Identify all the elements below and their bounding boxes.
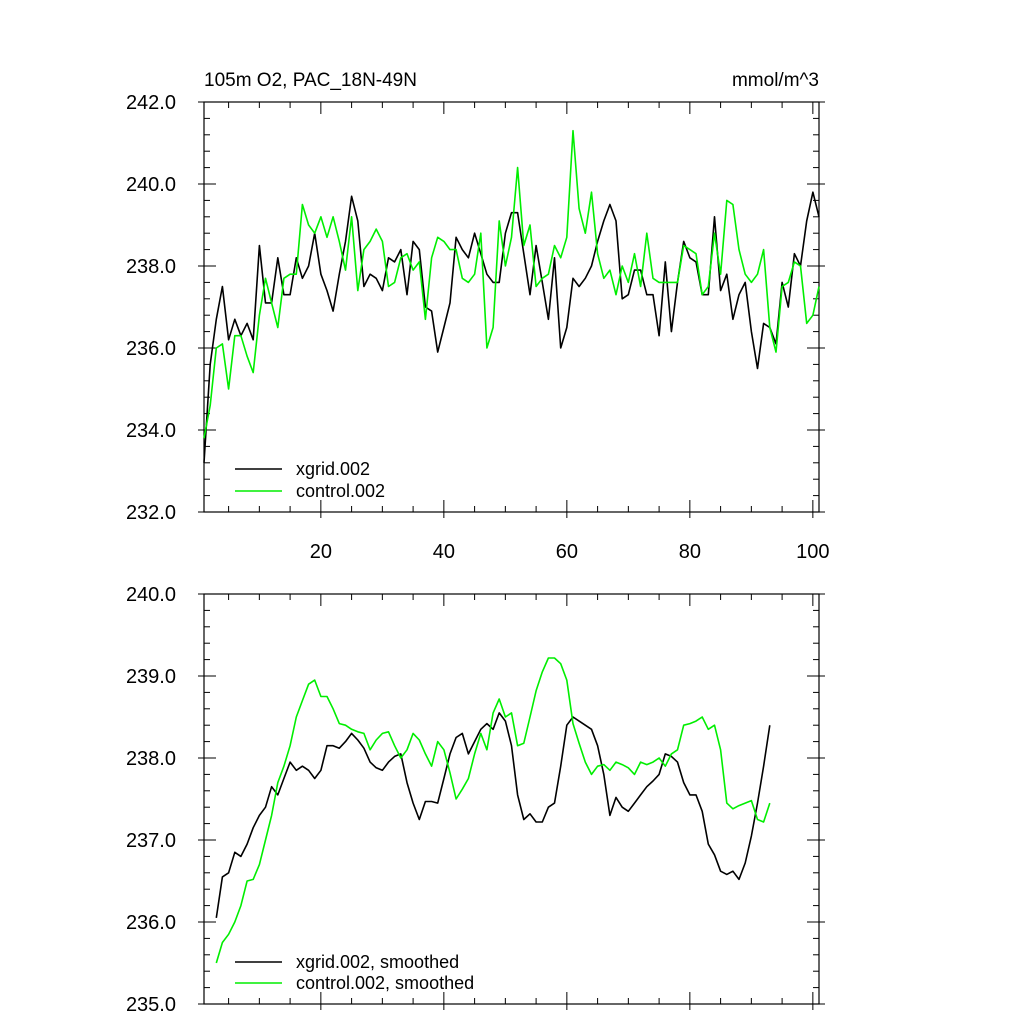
top-ytick-label: 236.0 [126,338,176,360]
bottom-ticks: 235.0 236.0 237.0 238.0 239.0 240.0 [126,584,825,1016]
top-plot-frame [203,101,820,513]
top-panel: 105m O2, PAC_18N-49N mmol/m^3 232.0 234.0… [126,70,830,563]
bottom-ytick-label: 238.0 [126,748,176,770]
bottom-legend: xgrid.002, smoothed control.002, smoothe… [235,952,474,993]
top-xtick-label: 40 [433,541,455,563]
top-ytick-label: 232.0 [126,502,176,524]
bottom-legend-label-control: control.002, smoothed [296,973,474,993]
top-series-line-control [203,129,820,439]
top-legend-label-xgrid: xgrid.002 [296,459,370,479]
bottom-panel: 235.0 236.0 237.0 238.0 239.0 240.0 xgrid.002… [126,584,825,1016]
top-ticks: 232.0 234.0 236.0 238.0 240.0 242.0 20 40 60 80 10… [126,92,830,563]
bottom-series-line-xgrid [215,712,771,919]
bottom-legend-label-xgrid: xgrid.002, smoothed [296,952,459,972]
top-units: mmol/m^3 [732,70,819,91]
bottom-series-line-control [215,657,771,964]
bottom-ytick-label: 235.0 [126,994,176,1016]
bottom-plot-frame [203,593,820,1005]
top-ytick-label: 240.0 [126,174,176,196]
bottom-ytick-label: 240.0 [126,584,176,606]
bottom-series [215,657,771,964]
top-xtick-label: 100 [796,541,829,563]
top-series-line-xgrid [203,191,820,463]
bottom-ytick-label: 239.0 [126,666,176,688]
top-ytick-label: 242.0 [126,92,176,114]
top-ytick-label: 238.0 [126,256,176,278]
top-xtick-label: 20 [310,541,332,563]
bottom-ytick-label: 236.0 [126,912,176,934]
bottom-ytick-label: 237.0 [126,830,176,852]
top-series [203,129,820,463]
top-ytick-label: 234.0 [126,420,176,442]
top-xtick-label: 80 [679,541,701,563]
top-legend: xgrid.002 control.002 [235,459,385,501]
top-legend-label-control: control.002 [296,481,385,501]
top-xtick-label: 60 [556,541,578,563]
top-title: 105m O2, PAC_18N-49N [204,70,417,91]
